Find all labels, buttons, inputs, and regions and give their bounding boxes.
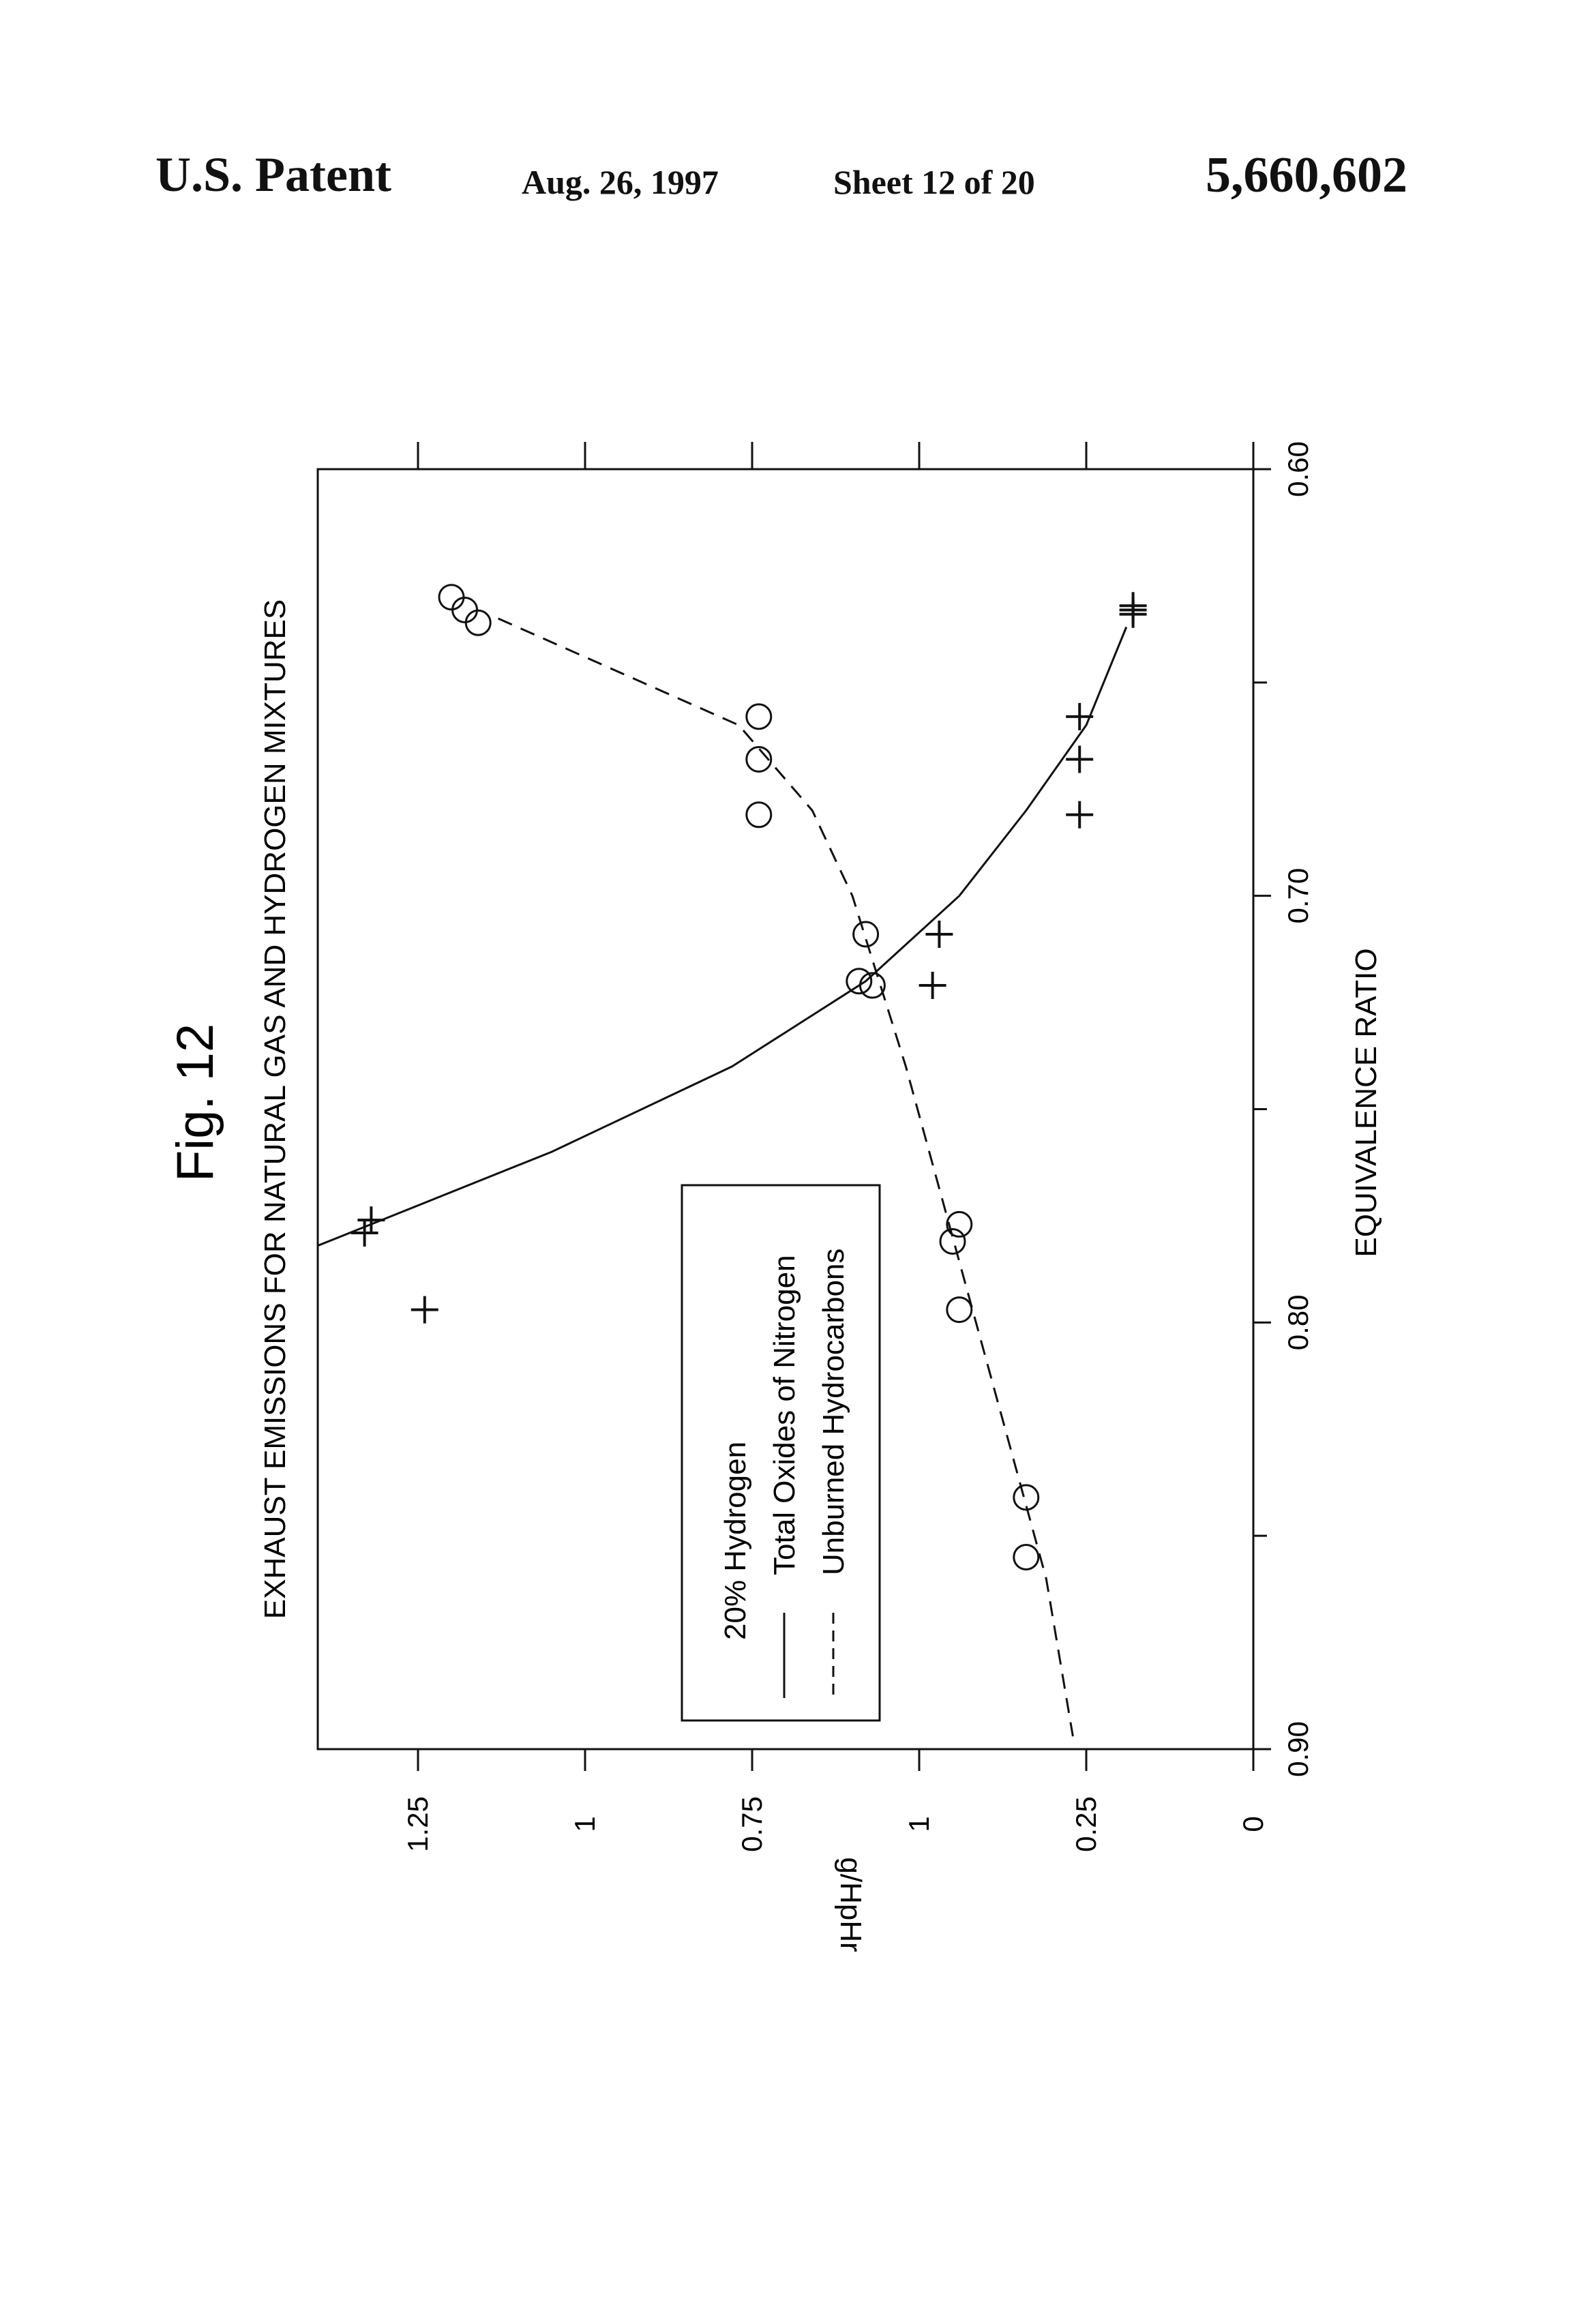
x-tick-label: 0.70 bbox=[1282, 868, 1314, 924]
y-axis-label: g/HpHr bbox=[834, 1857, 867, 1952]
hydrocarbon-point bbox=[947, 1298, 972, 1322]
legend-entry-nox: Total Oxides of Nitrogen bbox=[768, 1255, 801, 1575]
legend-title: 20% Hydrogen bbox=[719, 1442, 752, 1640]
y-tick-label: 1 bbox=[903, 1816, 935, 1832]
legend: 20% Hydrogen Total Oxides of Nitrogen Unbu… bbox=[682, 1185, 880, 1720]
hydrocarbon-point bbox=[947, 1212, 972, 1236]
y-tick-label: 1 bbox=[569, 1816, 601, 1832]
nox-point bbox=[1066, 703, 1093, 730]
figure-label: Fig. 12 bbox=[166, 1024, 224, 1182]
x-axis-label: EQUIVALENCE RATIO bbox=[1349, 948, 1383, 1257]
hydrocarbon-point bbox=[453, 597, 477, 622]
nox-point bbox=[919, 972, 946, 999]
hydrocarbon-point bbox=[747, 803, 771, 827]
y-tick-label: 0.75 bbox=[736, 1796, 768, 1852]
nox-fit-curve bbox=[318, 627, 1126, 1246]
hydrocarbon-point bbox=[747, 704, 771, 729]
nox-point bbox=[925, 921, 953, 948]
nox-point bbox=[357, 1206, 385, 1234]
nox-point bbox=[411, 1296, 438, 1324]
nox-point bbox=[1066, 801, 1093, 829]
hydrocarbon-point bbox=[1014, 1545, 1039, 1569]
x-tick-label: 0.80 bbox=[1282, 1294, 1314, 1350]
x-tick-label: 0.90 bbox=[1282, 1721, 1314, 1777]
hydrocarbon-point bbox=[940, 1229, 965, 1253]
hydrocarbon-point bbox=[854, 922, 878, 947]
hydrocarbon-point bbox=[847, 969, 871, 994]
hydrocarbon-point bbox=[860, 973, 884, 998]
y-tick-label: 0.25 bbox=[1070, 1796, 1102, 1852]
chart-title: EXHAUST EMISSIONS FOR NATURAL GAS AND HY… bbox=[258, 599, 292, 1619]
y-tick-label: 0 bbox=[1237, 1816, 1269, 1832]
x-tick-label: 0.60 bbox=[1282, 441, 1314, 497]
y-tick-label: 1.25 bbox=[402, 1796, 434, 1852]
legend-entry-hydrocarbons: Unburned Hydrocarbons bbox=[817, 1249, 850, 1575]
hydrocarbon-point bbox=[466, 610, 490, 635]
hydrocarbon-point bbox=[439, 585, 464, 610]
hydrocarbon-point bbox=[1014, 1485, 1039, 1510]
